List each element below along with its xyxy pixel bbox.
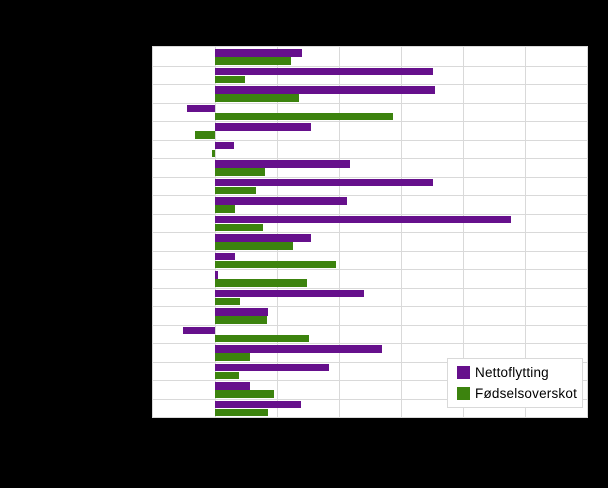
fodselsoverskot-bar [215, 297, 240, 306]
nettoflytting-bar [215, 308, 268, 316]
nettoflytting-bar [215, 67, 433, 76]
nettoflytting-bar [183, 326, 215, 335]
fodselsoverskot-bar [215, 75, 245, 84]
nettoflytting-bar [215, 234, 311, 242]
fodselsoverskot-bar [215, 279, 307, 287]
fodselsoverskot-bar [215, 316, 267, 324]
fodselsoverskot-bar [211, 149, 215, 158]
nettoflytting-bar [215, 382, 250, 390]
nettoflytting-bar [215, 178, 433, 187]
horizontal-gridline [153, 84, 587, 85]
nettoflytting-bar [215, 271, 218, 279]
fodselsoverskot-bar [215, 223, 264, 232]
nettoflytting-bar [215, 49, 303, 57]
nettoflytting-bar [215, 197, 348, 205]
horizontal-gridline [153, 250, 587, 252]
horizontal-gridline [153, 343, 587, 344]
horizontal-gridline [153, 324, 587, 326]
nettoflytting-bar [215, 363, 329, 372]
nettoflytting-bar [187, 104, 215, 113]
fodselsoverskot-bar [215, 353, 250, 361]
horizontal-gridline [153, 398, 587, 400]
nettoflytting-bar [215, 215, 512, 224]
horizontal-gridline [153, 213, 587, 215]
horizontal-gridline [153, 139, 587, 141]
horizontal-gridline [153, 102, 587, 104]
horizontal-gridline [153, 232, 587, 233]
horizontal-gridline [153, 65, 587, 67]
fodselsoverskot-bar [215, 186, 256, 195]
nettoflytting-swatch-icon [457, 366, 470, 380]
plot-area: Nettoflytting Fødselsoverskot [152, 46, 588, 418]
fodselsoverskot-bar [215, 334, 310, 343]
nettoflytting-bar [215, 141, 234, 150]
horizontal-gridline [153, 287, 587, 289]
legend: Nettoflytting Fødselsoverskot [447, 358, 583, 408]
horizontal-gridline [153, 158, 587, 159]
nettoflytting-bar [215, 345, 382, 353]
legend-label-nettoflytting: Nettoflytting [475, 365, 549, 380]
nettoflytting-bar [215, 160, 350, 168]
fodselsoverskot-swatch-icon [457, 386, 470, 400]
horizontal-gridline [153, 195, 587, 196]
horizontal-gridline [153, 121, 587, 122]
horizontal-gridline [153, 380, 587, 381]
horizontal-gridline [153, 361, 587, 363]
horizontal-gridline [153, 269, 587, 270]
legend-item-fodselsoverskot: Fødselsoverskot [457, 385, 582, 401]
fodselsoverskot-bar [195, 131, 215, 139]
legend-item-nettoflytting: Nettoflytting [457, 366, 582, 380]
fodselsoverskot-bar [215, 168, 265, 176]
grid-layer [153, 47, 587, 417]
fodselsoverskot-bar [215, 57, 291, 65]
horizontal-gridline [153, 306, 587, 307]
fodselsoverskot-bar [215, 94, 299, 102]
horizontal-gridline [153, 176, 587, 178]
nettoflytting-bar [215, 252, 235, 261]
nettoflytting-bar [215, 289, 364, 298]
fodselsoverskot-bar [215, 371, 240, 380]
nettoflytting-bar [215, 86, 436, 94]
nettoflytting-bar [215, 123, 311, 131]
fodselsoverskot-bar [215, 408, 269, 417]
bars-layer [153, 47, 587, 417]
fodselsoverskot-bar [215, 390, 274, 398]
fodselsoverskot-bar [215, 260, 336, 269]
fodselsoverskot-bar [215, 242, 294, 250]
fodselsoverskot-bar [215, 112, 393, 121]
fodselsoverskot-bar [215, 205, 235, 213]
nettoflytting-bar [215, 400, 301, 409]
legend-label-fodselsoverskot: Fødselsoverskot [475, 385, 578, 401]
